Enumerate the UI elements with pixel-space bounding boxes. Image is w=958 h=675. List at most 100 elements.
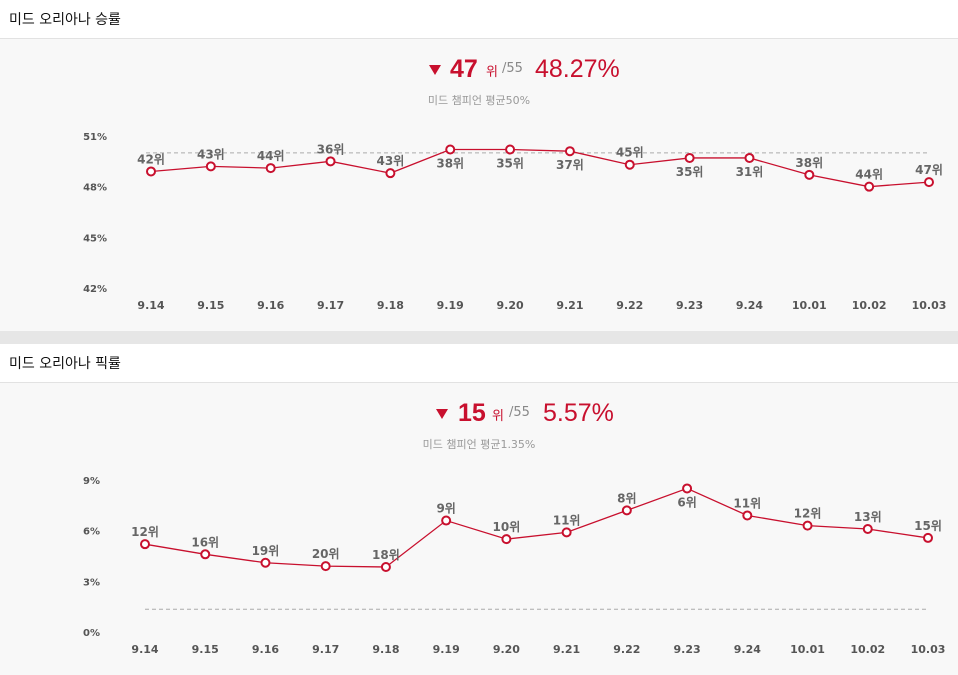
data-point [742,510,753,521]
data-label: 44위 [257,149,285,163]
x-tick-label: 10.01 [790,643,825,656]
data-point [804,169,815,180]
rank-unit: 위 [492,409,504,424]
data-point [260,557,271,568]
y-tick-label: 48% [83,183,107,194]
x-tick-label: 10.01 [792,299,827,312]
x-tick-label: 9.16 [257,299,284,312]
x-tick-label: 9.18 [372,643,399,656]
x-tick-label: 9.20 [493,643,520,656]
data-label: 11위 [553,513,581,527]
data-point [200,549,211,560]
data-point [923,532,933,543]
data-point [924,177,934,188]
data-label: 11위 [733,496,761,510]
data-label: 43위 [377,154,405,168]
data-point [380,561,391,572]
y-tick-label: 3% [83,577,100,588]
data-label: 9위 [436,502,455,516]
x-tick-label: 9.19 [433,643,460,656]
data-point [140,539,150,550]
data-label: 45위 [616,146,644,160]
data-label: 38위 [436,157,464,171]
y-tick-label: 6% [83,527,100,538]
data-label: 19위 [252,544,280,558]
data-point [441,515,452,526]
data-point [862,523,873,534]
data-point [621,505,632,516]
data-label: 6위 [677,495,696,509]
average-text: 미드 챔피언 평균50% [427,94,531,107]
data-point [864,181,875,192]
panel-title: 미드 오리아나 픽률 [9,356,121,372]
data-label: 42위 [137,152,165,166]
x-tick-label: 9.20 [497,299,524,312]
win-rate-chart: 51% 48% 45% 42% 42위 9.14 43위 9.15 44위 9.16 36위 9.17… [83,132,947,312]
data-point [624,159,635,170]
series-line [150,148,930,188]
data-label: 15위 [914,519,942,533]
x-tick-label: 9.22 [613,643,640,656]
x-tick-label: 9.17 [317,299,344,312]
x-tick-label: 9.18 [377,299,404,312]
data-point [564,146,575,157]
x-tick-label: 9.23 [674,643,701,656]
data-label: 47위 [915,163,943,177]
panel-divider [0,331,958,344]
data-label: 16위 [191,535,219,549]
y-tick-label: 9% [83,476,100,487]
data-point [561,527,572,538]
data-label: 13위 [854,510,882,524]
data-point [265,163,276,174]
down-triangle-icon [429,65,441,75]
x-tick-label: 10.03 [912,299,947,312]
data-point [325,156,336,167]
data-label: 37위 [556,158,584,172]
panel-header: 미드 오리아나 픽률 [0,344,958,383]
rank-value: 47 [450,55,478,83]
data-point [505,144,516,155]
y-tick-label: 42% [83,284,107,295]
x-tick-label: 9.22 [616,299,643,312]
y-tick-label: 0% [83,628,100,639]
rank-total: /55 [502,61,523,76]
data-label: 43위 [197,147,225,161]
x-tick-label: 9.24 [736,299,763,312]
data-point [385,168,396,179]
data-point [744,152,755,163]
down-triangle-icon [436,409,448,419]
rank-summary: 47 위 /55 48.27% [0,53,958,87]
data-point [682,483,693,494]
average-text: 미드 챔피언 평균1.35% [422,438,536,451]
rank-total: /55 [509,405,530,420]
data-label: 10위 [493,520,521,534]
data-label: 36위 [317,142,345,156]
data-point [320,561,331,572]
data-point [501,534,512,545]
x-tick-label: 9.21 [553,643,580,656]
data-label: 8위 [617,491,636,505]
data-label: 31위 [736,165,764,179]
x-tick-label: 9.24 [734,643,761,656]
panel-body: 47 위 /55 48.27% 미드 챔피언 평균50% 51% 48% 45% 42… [0,39,958,331]
x-tick-label: 10.03 [911,643,946,656]
data-label: 35위 [676,165,704,179]
x-tick-label: 9.14 [131,643,158,656]
x-tick-label: 9.15 [192,643,219,656]
data-label: 18위 [372,548,400,562]
rank-summary: 15 위 /55 5.57% [0,397,958,431]
y-tick-label: 45% [83,233,107,244]
rank-unit: 위 [486,65,498,80]
x-tick-label: 10.02 [850,643,885,656]
x-tick-label: 9.15 [197,299,224,312]
data-point [445,144,456,155]
data-point [205,161,216,172]
data-label: 44위 [855,168,883,182]
data-label: 38위 [795,156,823,170]
x-tick-label: 9.17 [312,643,339,656]
data-point [684,152,695,163]
data-point [146,166,156,177]
panel-body: 15 위 /55 5.57% 미드 챔피언 평균1.35% 9% 6% 3% 0% 12… [0,383,958,675]
win-rate-panel: 미드 오리아나 승률 47 위 /55 48.27% 미드 챔피언 평균50% … [0,0,958,331]
data-label: 20위 [312,547,340,561]
